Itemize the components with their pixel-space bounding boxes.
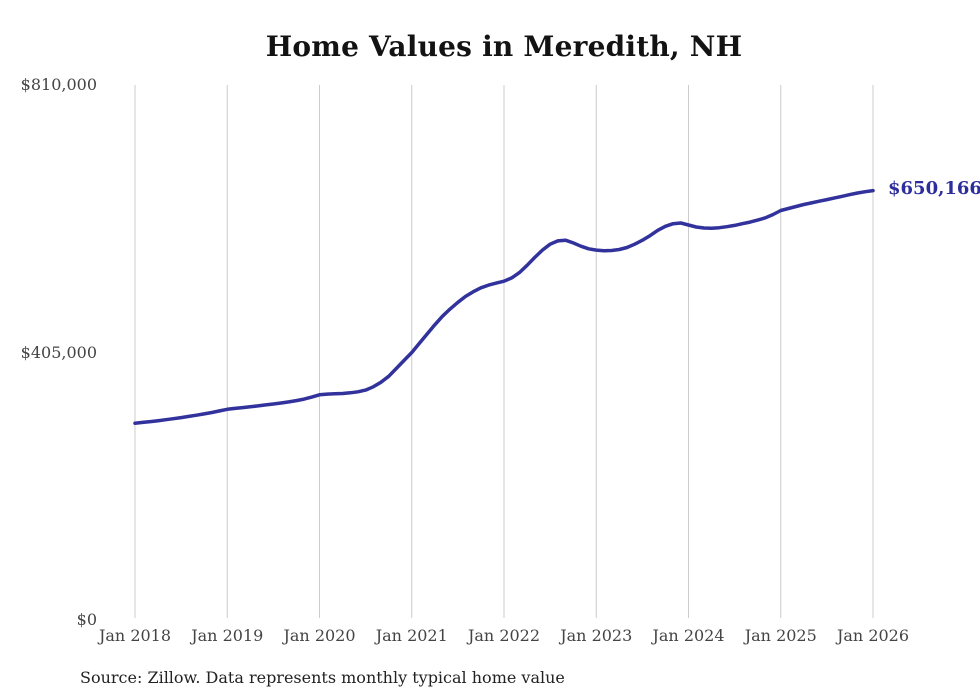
- y-axis-tick-label: $405,000: [20, 342, 97, 362]
- chart-title: Home Values in Meredith, NH: [265, 30, 743, 63]
- x-axis-tick-label: Jan 2023: [560, 626, 633, 645]
- x-axis-tick-label: Jan 2024: [652, 626, 725, 645]
- x-axis-tick-label: Jan 2022: [467, 626, 541, 645]
- y-axis-tick-label: $810,000: [20, 75, 97, 94]
- y-axis-tick-label: $0: [76, 610, 97, 629]
- latest-value-label: $650,166: [888, 177, 980, 199]
- x-axis-tick-label: Jan 2019: [191, 626, 264, 645]
- home-value-series-line: [133, 188, 875, 425]
- x-axis-tick-label: Jan 2020: [283, 626, 356, 645]
- x-axis-tick-label: Jan 2025: [744, 626, 817, 645]
- vertical-gridlines: [134, 85, 874, 618]
- source-note: Source: Zillow. Data represents monthly …: [80, 668, 565, 687]
- x-axis-tick-label: Jan 2026: [836, 626, 910, 645]
- x-axis-tick-label: Jan 2018: [98, 626, 172, 645]
- x-axis-tick-label: Jan 2021: [375, 626, 448, 645]
